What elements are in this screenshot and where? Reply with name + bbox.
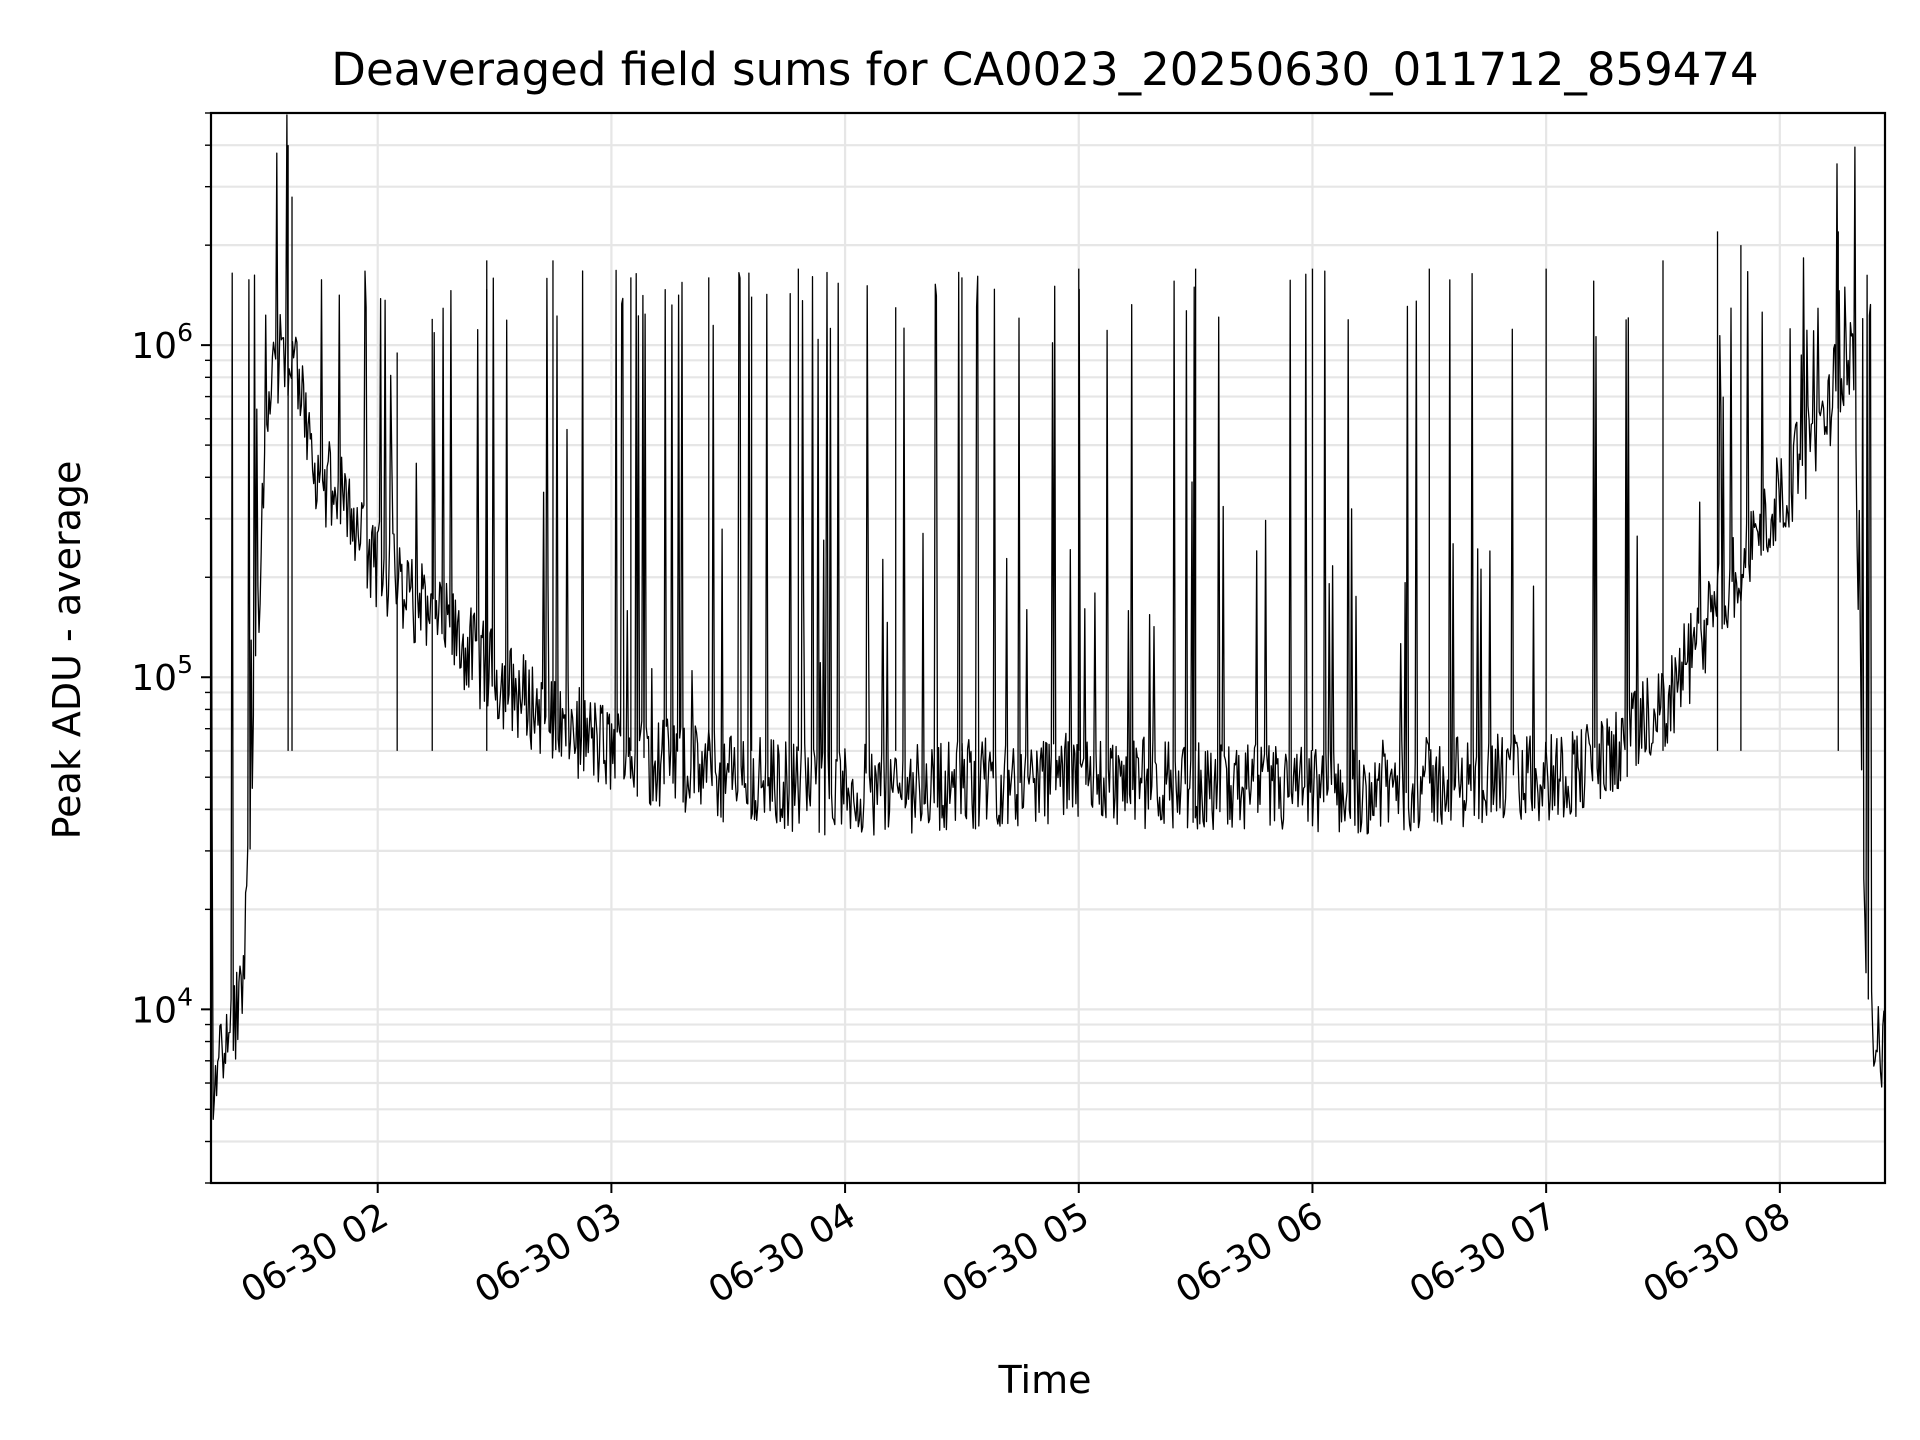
y-tick-label: 105 — [131, 650, 193, 699]
y-tick-label: 106 — [131, 318, 193, 367]
chart-title: Deaveraged field sums for CA0023_2025063… — [331, 43, 1758, 96]
y-tick-label: 104 — [131, 982, 193, 1031]
x-axis-label: Time — [998, 1358, 1092, 1402]
plot-area — [210, 114, 1886, 1120]
axes-frame — [209, 111, 1887, 1185]
y-axis-label: Peak ADU - average — [45, 461, 89, 840]
series-line — [210, 114, 1886, 1120]
